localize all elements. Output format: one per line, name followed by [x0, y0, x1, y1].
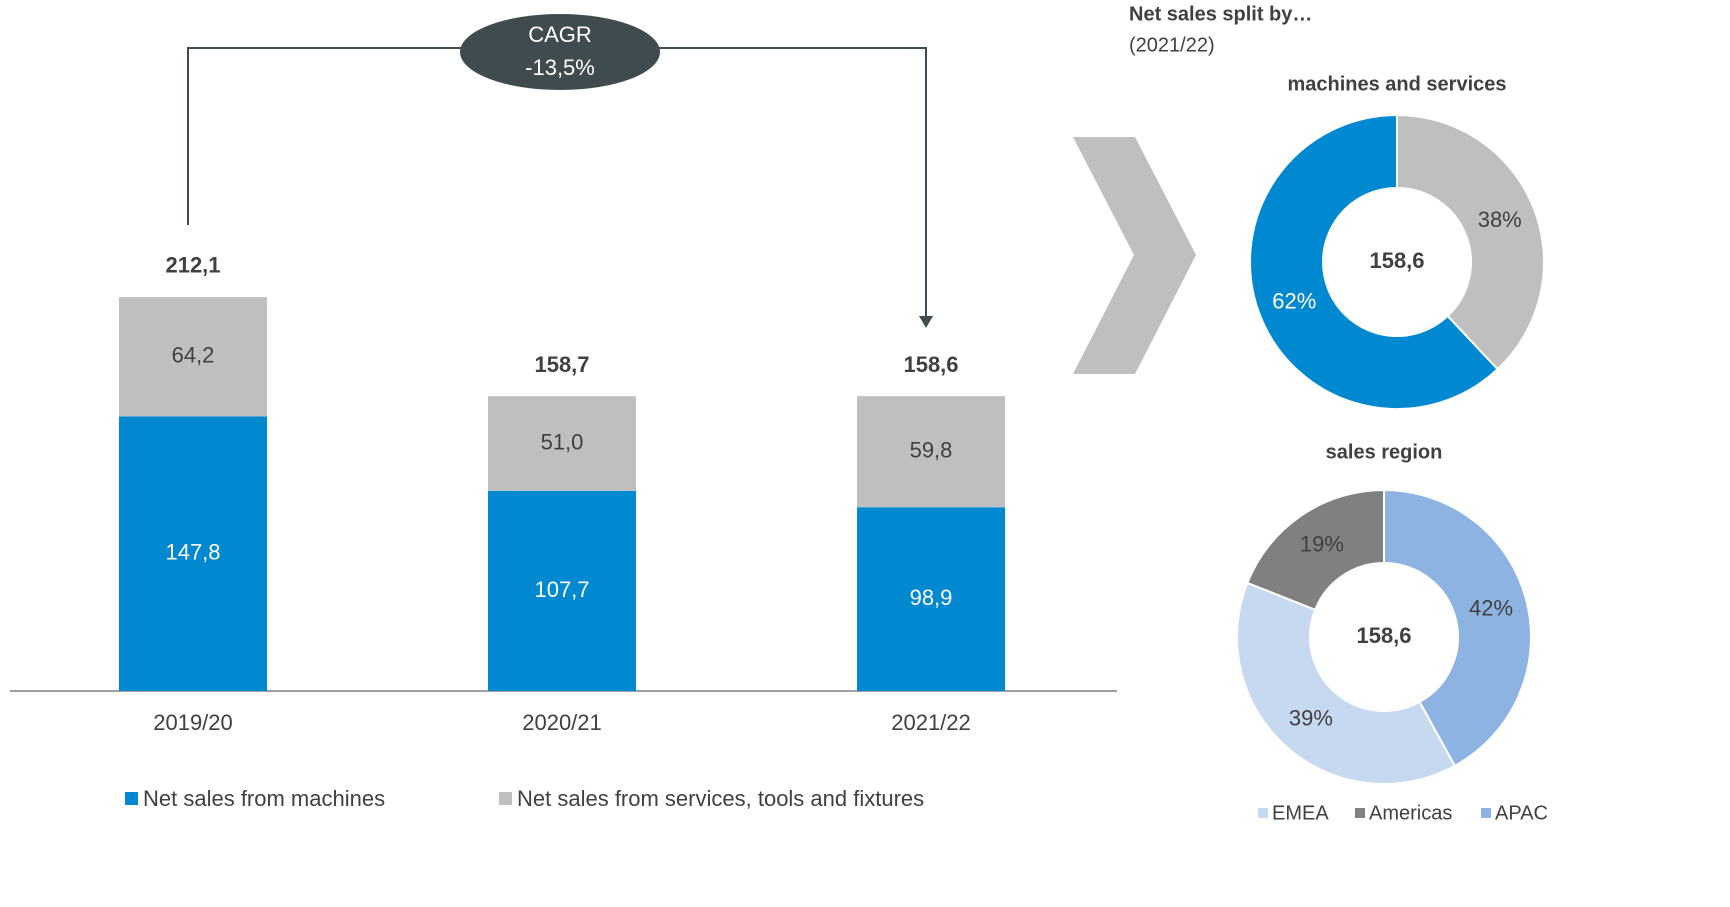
legend-swatch [125, 792, 138, 805]
arrow-head [919, 316, 933, 328]
split-subtitle: (2021/22) [1129, 34, 1215, 56]
segment-label: 64,2 [172, 343, 215, 368]
x-tick-label: 2021/22 [891, 710, 971, 735]
legend-label: Net sales from services, tools and fixtu… [517, 786, 924, 811]
donut-title: machines and services [1287, 73, 1506, 95]
legend-swatch [499, 792, 512, 805]
donut-slice [1246, 488, 1385, 612]
legend-label: Americas [1369, 802, 1452, 824]
legend-label: Net sales from machines [143, 786, 385, 811]
bar-segment [488, 490, 636, 691]
segment-label: 51,0 [541, 429, 584, 454]
bar-segment [119, 416, 267, 691]
legend-swatch [1355, 808, 1365, 818]
bar-segment [488, 396, 636, 491]
donut-slice [1396, 113, 1546, 371]
donut-slice [1249, 113, 1500, 410]
chevron [1073, 137, 1196, 374]
legend-label: EMEA [1272, 802, 1329, 824]
legend-swatch [1481, 808, 1491, 818]
legend-swatch [1258, 808, 1268, 818]
total-label: 212,1 [165, 253, 220, 278]
x-tick-label: 2019/20 [153, 710, 233, 735]
center-label: 158,6 [1369, 248, 1424, 273]
donut-slice [1236, 581, 1457, 785]
donut-slice [1383, 488, 1532, 768]
center-label: 158,6 [1356, 623, 1411, 648]
slice-label: 42% [1469, 595, 1513, 620]
cagr-value: -13,5% [525, 55, 595, 80]
cagr-bubble [460, 14, 660, 90]
cagr-title: CAGR [528, 22, 592, 47]
segment-label: 147,8 [165, 540, 220, 565]
total-label: 158,7 [534, 352, 589, 377]
bar-segment [857, 396, 1005, 508]
slice-label: 39% [1289, 706, 1333, 731]
total-label: 158,6 [903, 352, 958, 377]
bar-segment [857, 507, 1005, 691]
slice-label: 62% [1272, 288, 1316, 313]
split-title: Net sales split by… [1129, 3, 1312, 25]
segment-label: 59,8 [910, 438, 953, 463]
slice-label: 19% [1300, 531, 1344, 556]
legend-label: APAC [1495, 802, 1548, 824]
x-tick-label: 2020/21 [522, 710, 602, 735]
segment-label: 98,9 [910, 585, 953, 610]
segment-label: 107,7 [534, 577, 589, 602]
bar-segment [119, 297, 267, 417]
slice-label: 38% [1478, 207, 1522, 232]
donut-title: sales region [1326, 441, 1443, 463]
